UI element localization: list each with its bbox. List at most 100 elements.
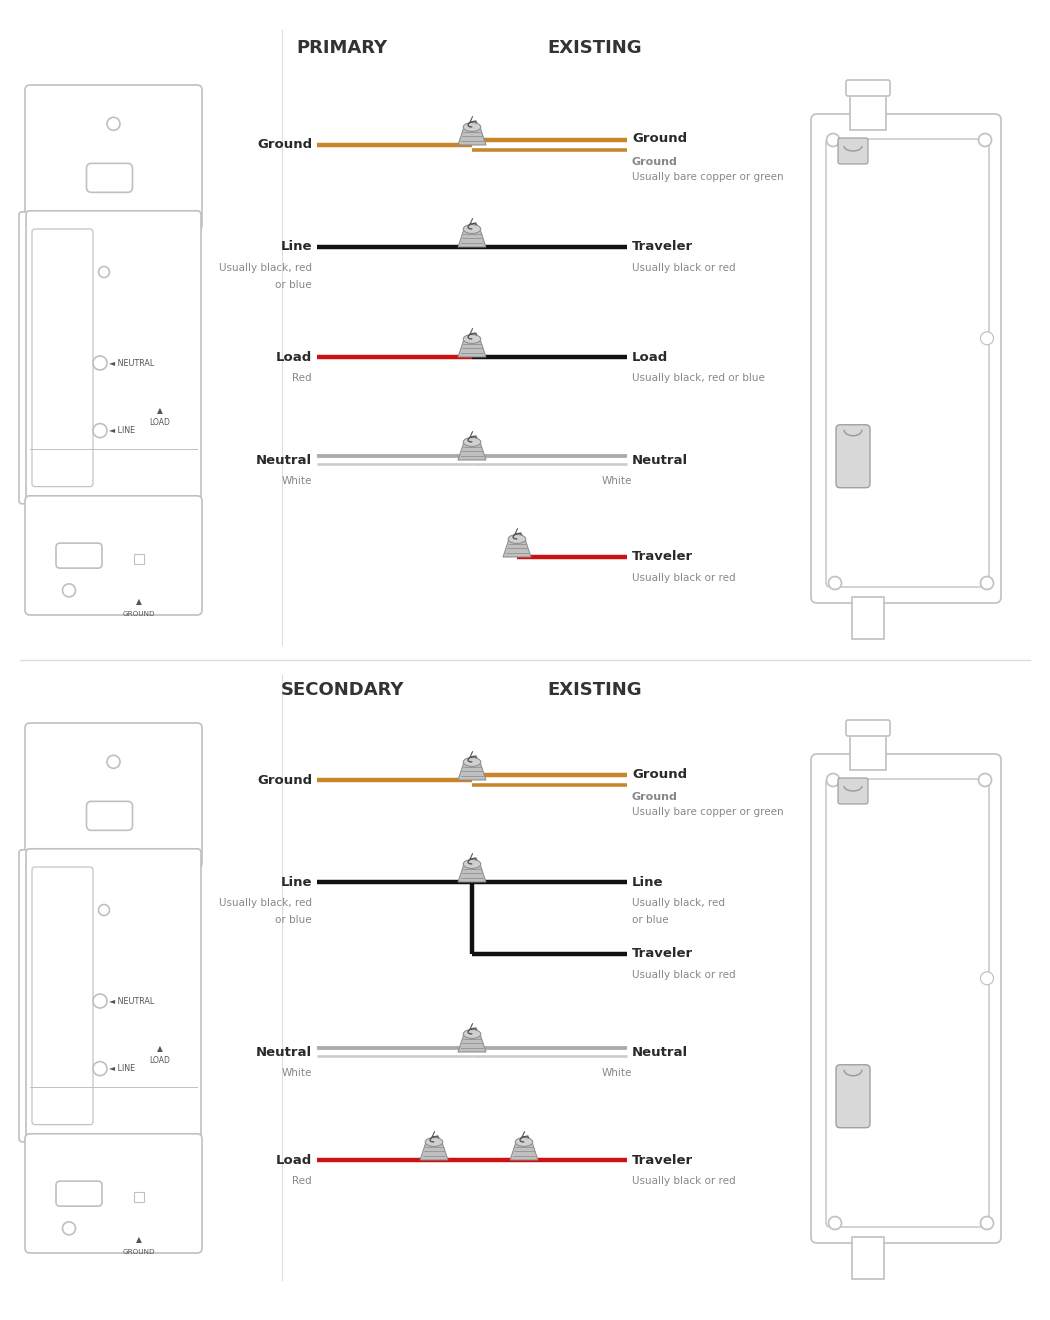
Text: Line: Line [632,875,664,888]
Ellipse shape [463,1030,481,1039]
Circle shape [826,774,840,787]
Text: ▲: ▲ [136,1236,142,1243]
Bar [852,597,884,639]
Polygon shape [458,442,486,459]
Text: or blue: or blue [632,915,669,925]
Text: Usually black, red or blue: Usually black, red or blue [632,374,764,383]
Text: Usually black, red: Usually black, red [632,898,724,908]
Text: PRIMARY: PRIMARY [296,40,387,57]
Polygon shape [503,539,531,557]
Text: ▲: ▲ [136,597,142,606]
Text: White: White [281,1068,312,1078]
Text: Traveler: Traveler [632,948,693,961]
FancyBboxPatch shape [25,723,202,869]
Circle shape [107,755,120,768]
Text: Usually black, red: Usually black, red [219,898,312,908]
Text: ◄ LINE: ◄ LINE [109,426,135,436]
FancyBboxPatch shape [19,850,57,1142]
Circle shape [99,267,109,277]
FancyBboxPatch shape [32,228,93,487]
FancyBboxPatch shape [32,867,93,1125]
FancyBboxPatch shape [846,719,890,737]
Text: White: White [602,477,632,486]
FancyBboxPatch shape [826,779,989,1228]
FancyBboxPatch shape [838,777,868,804]
Text: Load: Load [632,351,668,363]
Text: Usually black or red: Usually black or red [632,573,736,583]
Polygon shape [458,127,486,145]
Text: GROUND: GROUND [123,611,155,616]
Text: Red: Red [292,374,312,383]
Text: Neutral: Neutral [256,1045,312,1059]
FancyBboxPatch shape [26,211,201,504]
FancyBboxPatch shape [25,84,202,230]
FancyBboxPatch shape [846,81,890,96]
Text: ◄ LINE: ◄ LINE [109,1064,135,1073]
Ellipse shape [463,859,481,869]
FancyBboxPatch shape [811,114,1001,603]
Circle shape [107,117,120,131]
Circle shape [93,356,107,370]
Polygon shape [458,865,486,882]
Text: Neutral: Neutral [632,454,688,466]
Polygon shape [458,339,486,356]
Bar [134,1192,144,1203]
FancyBboxPatch shape [86,801,132,830]
FancyBboxPatch shape [811,754,1001,1243]
Polygon shape [420,1142,448,1160]
Polygon shape [510,1142,538,1160]
Text: Traveler: Traveler [632,240,693,253]
Text: ◄ NEUTRAL: ◄ NEUTRAL [109,997,154,1006]
Text: LOAD: LOAD [149,418,170,428]
Text: Line: Line [280,875,312,888]
Ellipse shape [463,334,481,343]
Text: GROUND: GROUND [123,1249,155,1255]
FancyBboxPatch shape [25,1134,202,1253]
Circle shape [99,904,109,916]
Text: Red: Red [292,1176,312,1185]
FancyBboxPatch shape [19,211,57,504]
Ellipse shape [463,123,481,132]
FancyBboxPatch shape [836,425,870,488]
Ellipse shape [463,224,481,234]
Ellipse shape [425,1138,443,1146]
Text: Usually bare copper or green: Usually bare copper or green [632,172,783,182]
Circle shape [981,1217,993,1229]
Circle shape [93,994,107,1008]
Polygon shape [458,1034,486,1052]
Circle shape [826,133,840,147]
Circle shape [63,1222,76,1234]
Bar [852,1237,884,1279]
Circle shape [828,577,841,590]
Circle shape [93,1061,107,1076]
Text: White: White [602,1068,632,1078]
Text: ▲: ▲ [158,407,163,414]
Text: Load: Load [276,351,312,363]
FancyBboxPatch shape [56,1181,102,1206]
Text: Usually bare copper or green: Usually bare copper or green [632,807,783,817]
Circle shape [979,133,991,147]
FancyBboxPatch shape [25,496,202,615]
FancyBboxPatch shape [838,139,868,164]
Text: Load: Load [276,1154,312,1167]
Text: Ground: Ground [257,139,312,152]
Text: Ground: Ground [632,132,687,145]
FancyBboxPatch shape [26,849,201,1143]
Circle shape [828,1217,841,1229]
Text: Ground: Ground [632,767,687,780]
Text: Usually black or red: Usually black or red [632,970,736,979]
Bar [850,733,886,770]
Text: LOAD: LOAD [149,1056,170,1065]
FancyBboxPatch shape [836,1065,870,1127]
Circle shape [981,331,993,345]
Bar [134,554,144,564]
Circle shape [63,583,76,597]
Text: or blue: or blue [275,915,312,925]
Text: Line: Line [280,240,312,253]
FancyBboxPatch shape [56,543,102,568]
Polygon shape [458,762,486,780]
Ellipse shape [463,438,481,446]
Text: Usually black or red: Usually black or red [632,1176,736,1185]
Text: White: White [281,477,312,486]
Ellipse shape [516,1138,532,1146]
